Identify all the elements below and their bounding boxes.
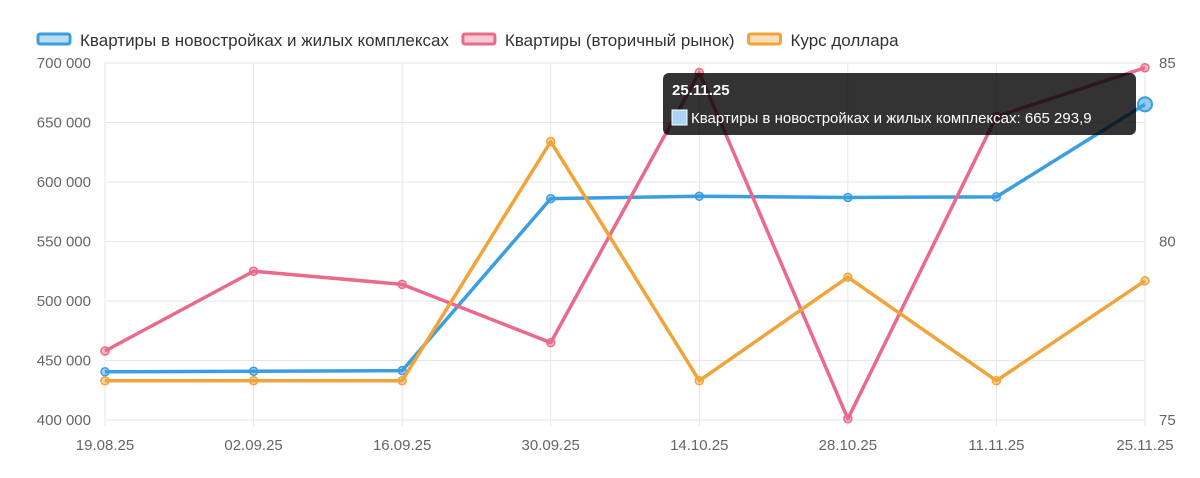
data-point[interactable] (545, 193, 556, 204)
legend-item[interactable]: Квартиры в новостройках и жилых комплекс… (36, 31, 449, 50)
series-2 (100, 136, 1150, 386)
y-left-tick-label: 550 000 (37, 234, 91, 251)
data-point[interactable] (397, 279, 407, 290)
data-point[interactable] (1140, 63, 1150, 73)
data-point[interactable] (545, 136, 556, 147)
legend: Квартиры в новостройках и жилых комплекс… (36, 31, 900, 50)
legend-item[interactable]: Курс доллара (747, 31, 900, 50)
legend-label: Квартиры (вторичный рынок) (505, 31, 735, 50)
x-tick-label: 19.08.25 (76, 437, 134, 454)
y-left-tick-label: 450 000 (37, 353, 91, 370)
x-tick-label: 28.10.25 (819, 437, 877, 454)
data-point[interactable] (1140, 276, 1150, 286)
x-tick-label: 11.11.25 (968, 437, 1024, 454)
tooltip-title: 25.11.25 (672, 82, 730, 99)
x-axis: 19.08.25 02.09.25 16.09.25 30.09.25 14.10.25… (76, 437, 1174, 454)
x-tick-label: 14.10.25 (670, 437, 728, 454)
y-left-tick-label: 500 000 (37, 293, 91, 310)
data-point[interactable] (843, 192, 853, 203)
data-point[interactable] (100, 375, 110, 386)
y-axis-left: 400 000 450 000 500 000 550 000 600 000 650 0… (37, 55, 91, 429)
data-point[interactable] (694, 191, 705, 202)
tooltip-text: Квартиры в новостройках и жилых комплекс… (691, 110, 1092, 127)
data-point[interactable] (545, 337, 556, 348)
series-line (104, 102, 1146, 374)
data-point[interactable] (100, 346, 110, 356)
y-left-tick-label: 650 000 (37, 115, 91, 132)
data-point[interactable] (843, 272, 853, 282)
legend-label: Курс доллара (791, 31, 900, 50)
legend-swatch (461, 32, 497, 46)
data-point[interactable] (991, 192, 1002, 202)
x-tick-label: 02.09.25 (224, 437, 282, 454)
data-point[interactable] (100, 367, 110, 377)
legend-swatch (747, 32, 782, 46)
data-point[interactable] (248, 375, 259, 386)
series-0 (100, 96, 1153, 377)
series-line (105, 139, 1146, 383)
data-point[interactable] (694, 375, 705, 386)
y-right-tick-label: 75 (1159, 412, 1176, 429)
tooltip-swatch (671, 109, 688, 126)
series-line (104, 66, 1146, 421)
x-tick-label: 16.09.25 (373, 437, 431, 454)
tooltip: 25.11.25 Квартиры в новостройках и жилых … (663, 73, 1136, 135)
data-point[interactable] (248, 366, 259, 376)
tooltip-box (663, 73, 1136, 135)
y-left-tick-label: 600 000 (37, 174, 91, 191)
data-point[interactable] (397, 375, 407, 386)
legend-label: Квартиры в новостройках и жилых комплекс… (80, 31, 449, 50)
series-group (100, 63, 1153, 424)
legend-swatch (36, 32, 72, 46)
legend-item[interactable]: Квартиры (вторичный рынок) (461, 31, 735, 50)
x-tick-label: 25.11.25 (1116, 437, 1173, 454)
y-left-tick-label: 400 000 (37, 412, 91, 429)
y-left-tick-label: 700 000 (37, 55, 91, 72)
data-point[interactable] (397, 365, 407, 376)
x-tick-label: 30.09.25 (522, 437, 580, 454)
data-point[interactable] (1137, 96, 1153, 113)
y-right-tick-label: 85 (1159, 55, 1176, 72)
y-right-tick-label: 80 (1159, 234, 1176, 251)
data-point[interactable] (991, 375, 1002, 386)
data-point[interactable] (843, 414, 853, 424)
y-axis-right: 75 80 85 (1159, 55, 1176, 429)
data-point[interactable] (248, 266, 259, 276)
